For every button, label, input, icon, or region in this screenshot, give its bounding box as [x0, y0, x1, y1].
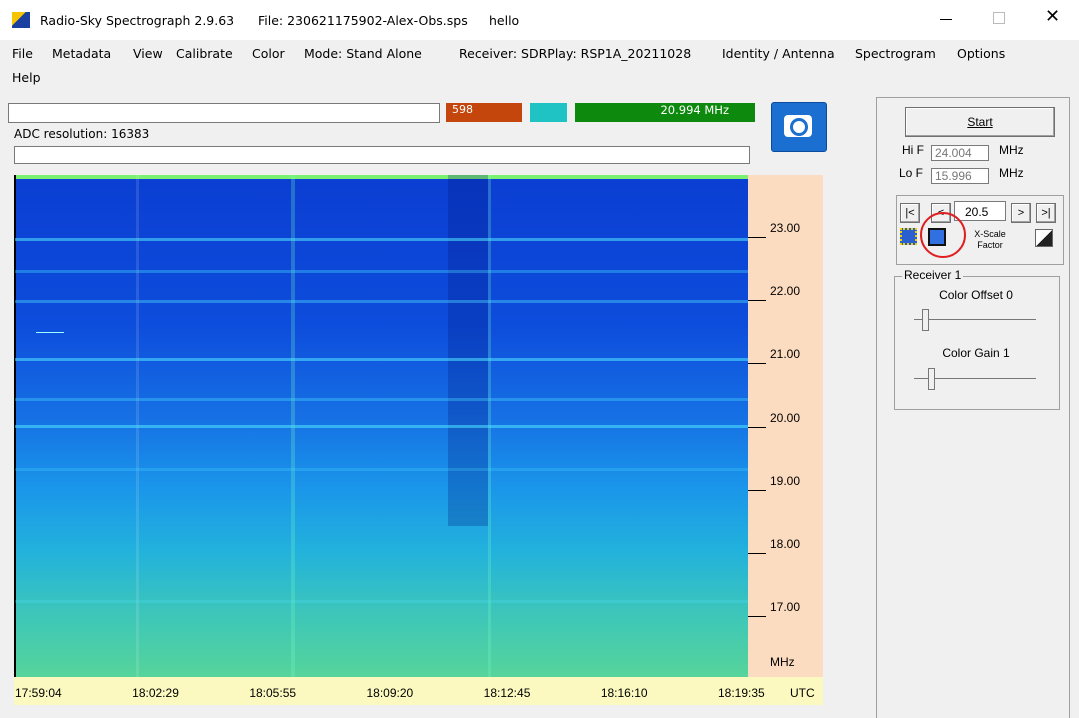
snapshot-button[interactable]: [771, 102, 827, 152]
spectral-line: [15, 600, 748, 603]
frequency-label: 18.00: [770, 537, 800, 551]
frequency-tick: [748, 237, 766, 238]
frequency-label: 20.00: [770, 411, 800, 425]
adc-resolution: ADC resolution: 16383: [14, 127, 149, 141]
menu-item[interactable]: File: [12, 46, 33, 61]
frequency-unit: MHz: [770, 655, 795, 669]
minimize-button[interactable]: [940, 19, 952, 20]
xscale-value[interactable]: 20.5: [954, 201, 1006, 221]
menu-item[interactable]: Identity / Antenna: [722, 46, 835, 61]
hi-value: 24.004: [931, 145, 989, 161]
menu-item[interactable]: Options: [957, 46, 1005, 61]
frequency-tick: [748, 300, 766, 301]
spectral-line: [15, 425, 748, 428]
menu-item[interactable]: Mode: Stand Alone: [304, 46, 422, 61]
maximize-button[interactable]: [993, 12, 1005, 24]
time-label: 18:12:45: [484, 686, 531, 700]
lo-value: 15.996: [931, 168, 989, 184]
frequency-tick: [748, 490, 766, 491]
offset-label: Color Offset 0: [894, 288, 1058, 302]
spectral-line: [15, 270, 748, 273]
file-name: File: 230621175902-Alex-Obs.sps: [258, 13, 468, 28]
window-note: hello: [489, 13, 519, 28]
lo-unit: MHz: [999, 166, 1024, 180]
frequency-tick: [748, 363, 766, 364]
time-label: 18:19:35: [718, 686, 765, 700]
menu-item[interactable]: Spectrogram: [855, 46, 936, 61]
offset-track: [914, 319, 1036, 320]
menu-item[interactable]: Metadata: [52, 46, 111, 61]
app-window: Radio-Sky Spectrograph 2.9.63 File: 2306…: [0, 0, 1079, 717]
spectral-line: [15, 468, 748, 471]
nav-last[interactable]: >|: [1036, 203, 1056, 223]
frequency-label: 21.00: [770, 347, 800, 361]
lo-label: Lo F: [899, 166, 923, 180]
time-label: 18:05:55: [249, 686, 296, 700]
menu-item[interactable]: Color: [252, 46, 285, 61]
export-button[interactable]: [1035, 229, 1053, 247]
time-label: 17:59:04: [15, 686, 62, 700]
color-indicator: [530, 103, 567, 122]
spectral-line: [15, 358, 748, 361]
nav-next[interactable]: >: [1011, 203, 1031, 223]
time-unit: UTC: [790, 686, 815, 700]
zoom-button[interactable]: [900, 228, 917, 245]
highlight-circle: [920, 212, 966, 258]
frequency-tick: [748, 427, 766, 428]
progress-bar: [14, 146, 750, 164]
app-icon: [12, 12, 30, 28]
xscale-label: X-Scale Factor: [967, 229, 1013, 251]
receiver-label: Receiver 1: [902, 268, 963, 282]
menu-item[interactable]: Receiver: SDRPlay: RSP1A_20211028: [459, 46, 691, 61]
time-label: 18:09:20: [367, 686, 414, 700]
spectral-line: [15, 238, 748, 241]
app-name: Radio-Sky Spectrograph 2.9.63: [40, 13, 234, 28]
start-button[interactable]: Start: [905, 107, 1055, 137]
menu-item[interactable]: Calibrate: [176, 46, 233, 61]
spectral-line: [15, 398, 748, 401]
menu-item[interactable]: Help: [12, 70, 41, 85]
page: Radio-Sky Spectrograph {"window": {"app"…: [0, 0, 1079, 717]
frequency-label: 23.00: [770, 221, 800, 235]
hi-unit: MHz: [999, 143, 1024, 157]
menu-item[interactable]: View: [133, 46, 163, 61]
hi-label: Hi F: [902, 143, 924, 157]
frequency-label: 19.00: [770, 474, 800, 488]
frequency-label: 22.00: [770, 284, 800, 298]
spectral-line: [15, 300, 748, 303]
nav-first[interactable]: |<: [900, 203, 920, 223]
status-field: [8, 103, 440, 123]
offset-slider[interactable]: [922, 309, 929, 331]
counter: 598: [446, 103, 522, 122]
frequency-tick: [748, 616, 766, 617]
frequency-display: 20.994 MHz: [575, 103, 755, 122]
close-button[interactable]: ✕: [1045, 6, 1060, 27]
time-label: 18:02:29: [132, 686, 179, 700]
frequency-label: 17.00: [770, 600, 800, 614]
gain-label: Color Gain 1: [894, 346, 1058, 360]
frequency-tick: [748, 553, 766, 554]
time-label: 18:16:10: [601, 686, 648, 700]
gain-slider[interactable]: [928, 368, 935, 390]
